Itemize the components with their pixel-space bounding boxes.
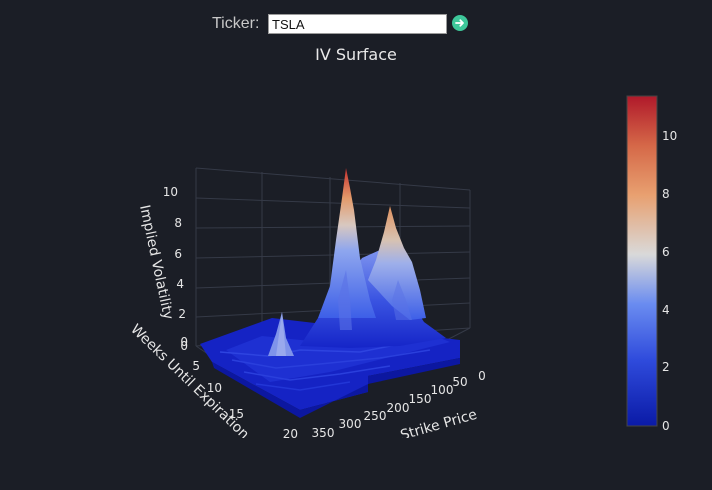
surface bbox=[200, 168, 460, 418]
colorbar-tick-2: 2 bbox=[662, 360, 670, 374]
colorbar: 10 8 6 4 2 0 bbox=[626, 95, 677, 433]
x-tick-200: 200 bbox=[387, 401, 410, 415]
plot-bottom-mask bbox=[0, 438, 620, 490]
z-tick-8: 8 bbox=[174, 216, 182, 230]
z-tick-2: 2 bbox=[178, 307, 186, 321]
go-button[interactable] bbox=[452, 15, 468, 31]
ticker-bar: Ticker: bbox=[0, 13, 712, 37]
x-tick-0: 0 bbox=[478, 369, 486, 383]
z-tick-6: 6 bbox=[174, 247, 182, 261]
y-tick-0: 0 bbox=[180, 339, 188, 353]
z-tick-0: 0 bbox=[180, 335, 188, 349]
z-tick-4: 4 bbox=[176, 277, 184, 291]
x-tick-250: 250 bbox=[364, 409, 387, 423]
z-tick-10: 10 bbox=[163, 185, 178, 199]
y-tick-5: 5 bbox=[192, 359, 200, 373]
colorbar-tick-6: 6 bbox=[662, 245, 670, 259]
colorbar-tick-4: 4 bbox=[662, 303, 670, 317]
chart-title: IV Surface bbox=[315, 45, 397, 64]
colorbar-tick-8: 8 bbox=[662, 187, 670, 201]
y-tick-10: 10 bbox=[207, 381, 222, 395]
colorbar-tick-0: 0 bbox=[662, 419, 670, 433]
y-tick-15: 15 bbox=[229, 407, 244, 421]
x-tick-300: 300 bbox=[339, 417, 362, 431]
y-tick-20: 20 bbox=[283, 427, 298, 441]
x-tick-50: 50 bbox=[452, 375, 467, 389]
colorbar-tick-10: 10 bbox=[662, 129, 677, 143]
z-axis: 10 8 6 4 2 0 Implied Volatility bbox=[136, 185, 188, 349]
ticker-input[interactable] bbox=[268, 14, 447, 34]
x-tick-150: 150 bbox=[409, 392, 432, 406]
x-tick-350: 350 bbox=[312, 426, 335, 440]
colorbar-gradient bbox=[626, 95, 658, 427]
ticker-label: Ticker: bbox=[212, 15, 260, 32]
z-axis-label: Implied Volatility bbox=[136, 204, 176, 322]
arrow-right-circle-icon bbox=[455, 19, 464, 27]
x-tick-100: 100 bbox=[431, 383, 454, 397]
